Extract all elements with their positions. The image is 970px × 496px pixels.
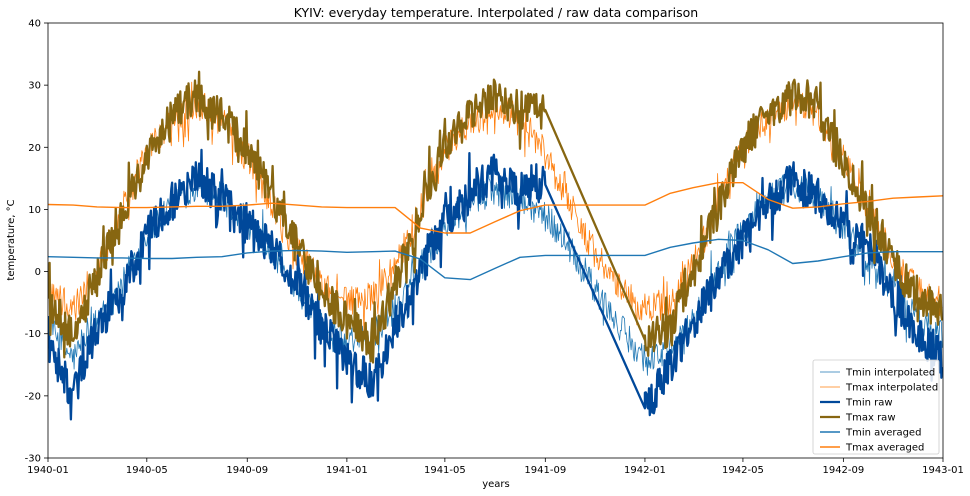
plot-area [48,70,943,421]
x-tick-label: 1942-09 [822,465,864,476]
x-tick-label: 1941-09 [524,465,566,476]
y-tick-label: -20 [25,391,41,402]
y-tick-label: 0 [35,267,41,278]
x-tick-label: 1942-01 [624,465,666,476]
legend-label: Tmax averaged [845,443,924,454]
series-line-tmin-averaged [48,238,943,281]
chart-title: KYIV: everyday temperature. Interpolated… [294,5,698,20]
plot-frame [47,22,944,459]
y-tick-label: 40 [28,19,41,30]
series-line-tmax-raw [48,70,943,364]
series-line-tmin-raw [48,148,943,421]
series-line-tmax-averaged [48,182,943,234]
legend-label: Tmin raw [845,398,893,409]
x-tick-label: 1941-01 [326,465,368,476]
x-tick-label: 1942-05 [722,465,764,476]
y-tick-label: -30 [25,454,41,465]
y-tick-label: 20 [28,143,41,154]
x-tick-label: 1940-01 [27,465,69,476]
legend: Tmin interpolated Tmax interpolated Tmin r… [812,359,940,455]
x-tick-label: 1940-09 [226,465,268,476]
x-axis-ticks: 1940-01 1940-05 1940-09 1941-01 1941-05 1941-… [27,458,964,476]
legend-label: Tmax interpolated [845,383,938,394]
y-tick-label: 10 [28,205,41,216]
legend-label: Tmin interpolated [845,368,935,379]
x-tick-label: 1943-01 [922,465,964,476]
x-axis-label: years [482,479,510,490]
x-tick-label: 1941-05 [424,465,466,476]
y-tick-label: 30 [28,81,41,92]
legend-label: Tmax raw [845,413,896,424]
y-tick-label: -10 [25,329,41,340]
y-axis-ticks: -30 -20 -10 0 10 20 30 40 [25,19,48,465]
x-tick-label: 1940-05 [126,465,168,476]
legend-box [812,359,940,455]
legend-label: Tmin averaged [845,428,921,439]
y-axis-label: temperature, °C [6,199,17,280]
